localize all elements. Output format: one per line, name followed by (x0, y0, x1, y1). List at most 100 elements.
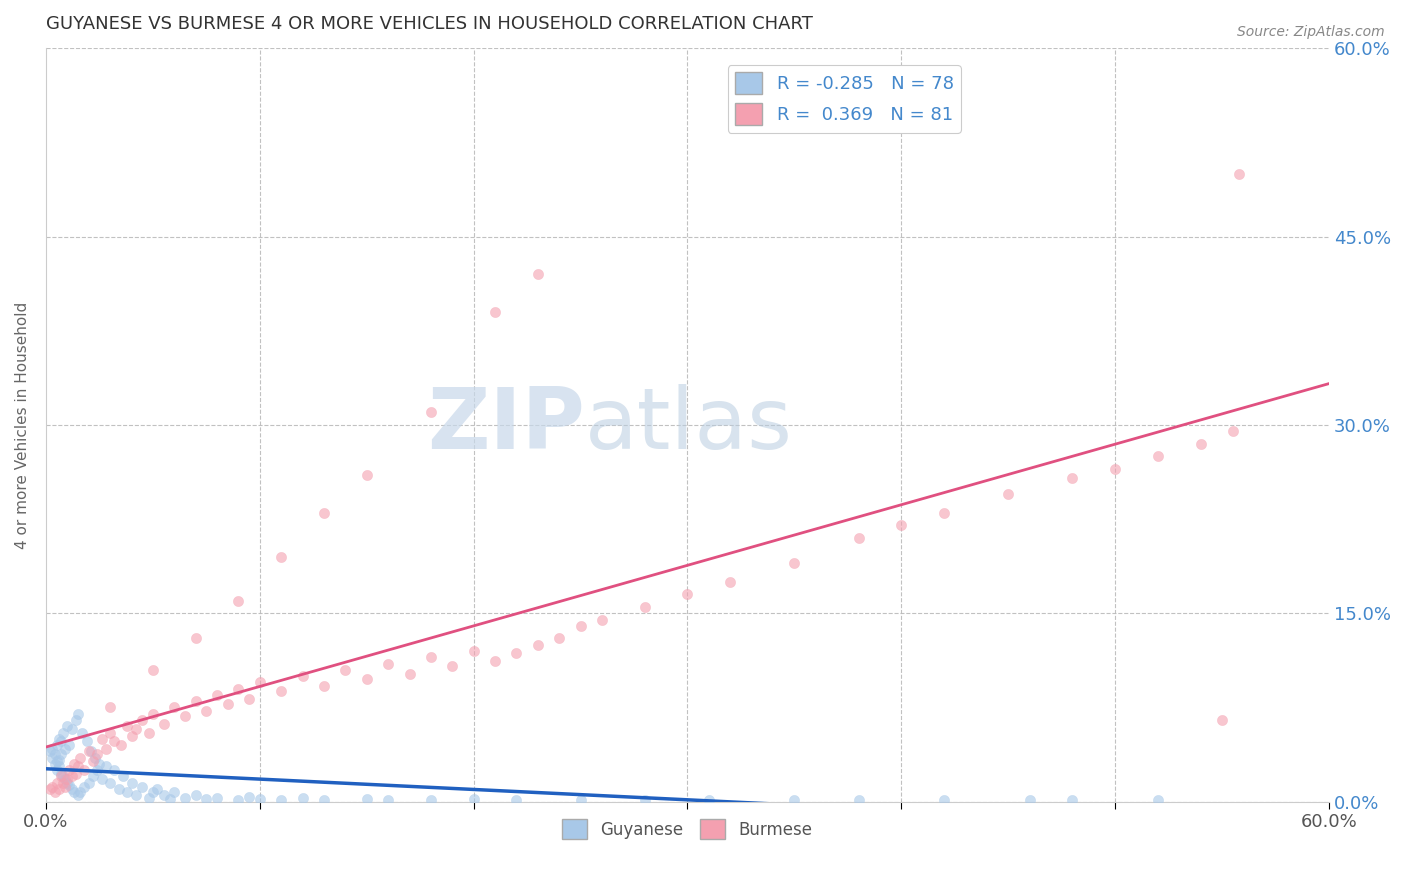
Point (932, 793, 955, 807)
Point (783, 793, 806, 807)
Point (138, 790, 160, 805)
Point (270, 793, 292, 807)
Point (69, 750, 91, 764)
Point (291, 669, 314, 683)
Point (121, 776, 143, 790)
Point (1211, 713, 1233, 727)
Point (73, 780, 96, 794)
Point (77, 776, 100, 790)
Point (56, 776, 79, 790)
Point (82, 755, 104, 769)
Text: atlas: atlas (585, 384, 793, 467)
Point (52, 776, 75, 790)
Point (184, 789, 207, 803)
Point (1018, 793, 1040, 807)
Point (41, 780, 63, 794)
Point (228, 681, 250, 696)
Point (90, 772, 112, 786)
Point (174, 709, 197, 723)
Point (94, 759, 117, 773)
Point (44, 784, 66, 798)
Point (1147, 450, 1170, 464)
Point (398, 666, 420, 681)
Point (228, 793, 250, 807)
Text: Source: ZipAtlas.com: Source: ZipAtlas.com (1237, 25, 1385, 39)
Point (228, 593, 250, 607)
Point (205, 790, 228, 805)
Point (48, 782, 70, 797)
Point (115, 784, 138, 798)
Point (107, 782, 129, 797)
Point (67, 759, 90, 773)
Point (1104, 462, 1126, 476)
Point (56, 719, 79, 733)
Point (49, 747, 72, 761)
Point (291, 790, 314, 805)
Point (238, 789, 260, 804)
Legend: Guyanese, Burmese: Guyanese, Burmese (555, 813, 820, 846)
Point (174, 790, 197, 805)
Point (131, 780, 153, 794)
Point (52, 769, 75, 783)
Point (238, 691, 260, 706)
Point (463, 792, 485, 806)
Point (1189, 437, 1212, 451)
Point (65, 767, 87, 781)
Point (463, 644, 485, 658)
Point (49, 767, 72, 781)
Point (53, 772, 76, 786)
Point (48, 753, 70, 767)
Point (484, 654, 506, 668)
Point (62, 784, 84, 798)
Point (53, 780, 76, 794)
Point (505, 647, 527, 661)
Point (58, 738, 80, 752)
Point (103, 763, 125, 777)
Point (163, 784, 186, 798)
Point (335, 663, 357, 677)
Point (89, 756, 111, 771)
Point (131, 713, 153, 727)
Point (676, 587, 699, 601)
Point (86, 763, 108, 777)
Point (634, 793, 657, 807)
Point (98, 700, 121, 714)
Point (48, 759, 70, 773)
Point (72, 725, 94, 739)
Point (53, 742, 76, 756)
Point (848, 531, 870, 545)
Point (90, 731, 112, 746)
Point (484, 305, 506, 319)
Point (312, 506, 335, 520)
Point (52, 725, 75, 739)
Point (205, 688, 228, 702)
Point (60, 722, 83, 736)
Point (60, 769, 83, 783)
Point (82, 769, 104, 783)
Point (783, 556, 806, 570)
Point (49, 769, 72, 783)
Point (1147, 793, 1170, 807)
Point (217, 697, 239, 711)
Point (58, 778, 80, 792)
Point (312, 679, 335, 693)
Point (569, 619, 592, 633)
Point (270, 549, 292, 564)
Point (138, 725, 160, 739)
Text: ZIP: ZIP (427, 384, 585, 467)
Point (62, 756, 84, 771)
Point (45, 755, 67, 769)
Point (249, 675, 271, 690)
Point (86, 747, 108, 761)
Point (419, 793, 441, 807)
Point (44, 747, 66, 761)
Point (121, 729, 143, 743)
Point (159, 792, 181, 806)
Point (39, 782, 62, 797)
Point (152, 789, 174, 803)
Point (80, 744, 103, 758)
Point (195, 792, 218, 806)
Point (634, 600, 657, 615)
Point (142, 706, 165, 721)
Point (41, 750, 63, 764)
